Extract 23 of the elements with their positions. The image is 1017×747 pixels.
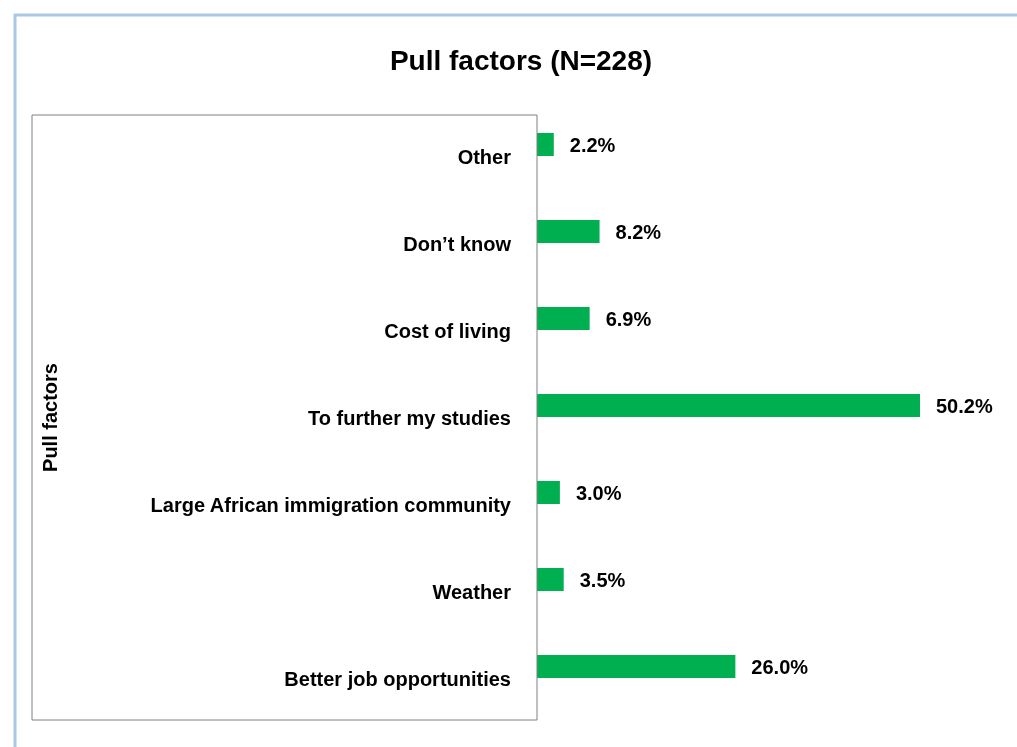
y-axis-title: Pull factors xyxy=(39,363,61,472)
bar xyxy=(537,655,736,678)
data-label: 50.2% xyxy=(936,394,993,417)
y-tick-label: Better job opportunities xyxy=(284,667,511,690)
data-label: 3.0% xyxy=(575,481,622,504)
data-label: 3.5% xyxy=(579,568,626,591)
bar xyxy=(537,220,600,243)
y-tick-label: Don’t know xyxy=(403,232,512,255)
chart-title: Pull factors (N=228) xyxy=(389,44,653,76)
y-tick-label: Other xyxy=(457,145,512,168)
bar xyxy=(537,394,920,417)
data-label: 2.2% xyxy=(569,133,616,156)
y-tick-label: To further my studies xyxy=(308,406,511,429)
y-tick-label: Large African immigration community xyxy=(150,493,512,516)
bar xyxy=(537,481,560,504)
data-label: 8.2% xyxy=(615,220,662,243)
y-tick-label: Weather xyxy=(432,580,512,603)
bar xyxy=(537,307,590,330)
y-tick-label: Cost of living xyxy=(384,319,511,342)
bar xyxy=(537,133,554,156)
data-label: 26.0% xyxy=(751,655,809,678)
data-label: 6.9% xyxy=(605,307,652,330)
bar xyxy=(537,568,564,591)
